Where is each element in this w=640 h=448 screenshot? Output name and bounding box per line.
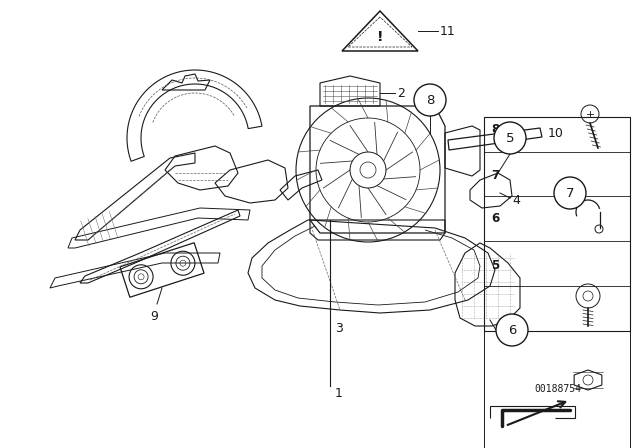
Text: 8: 8 [492,123,500,137]
Text: 10: 10 [548,126,564,139]
Text: 6: 6 [508,323,516,336]
Text: 3: 3 [335,322,343,335]
Text: !: ! [377,30,383,44]
Bar [484,117,630,331]
Circle shape [554,177,586,209]
Text: 5: 5 [492,258,500,272]
Text: 7: 7 [492,169,500,182]
Text: 00188754: 00188754 [534,384,581,394]
Circle shape [414,84,446,116]
Text: 1: 1 [335,387,343,400]
Text: 11: 11 [440,25,456,38]
Text: 2: 2 [397,86,405,99]
Text: 9: 9 [150,310,158,323]
Circle shape [494,122,526,154]
Text: 7: 7 [566,186,574,199]
Text: 4: 4 [512,194,520,207]
Text: 5: 5 [506,132,515,145]
Text: 6: 6 [492,212,500,225]
Bar [484,331,630,448]
Text: 8: 8 [426,94,434,107]
Circle shape [496,314,528,346]
